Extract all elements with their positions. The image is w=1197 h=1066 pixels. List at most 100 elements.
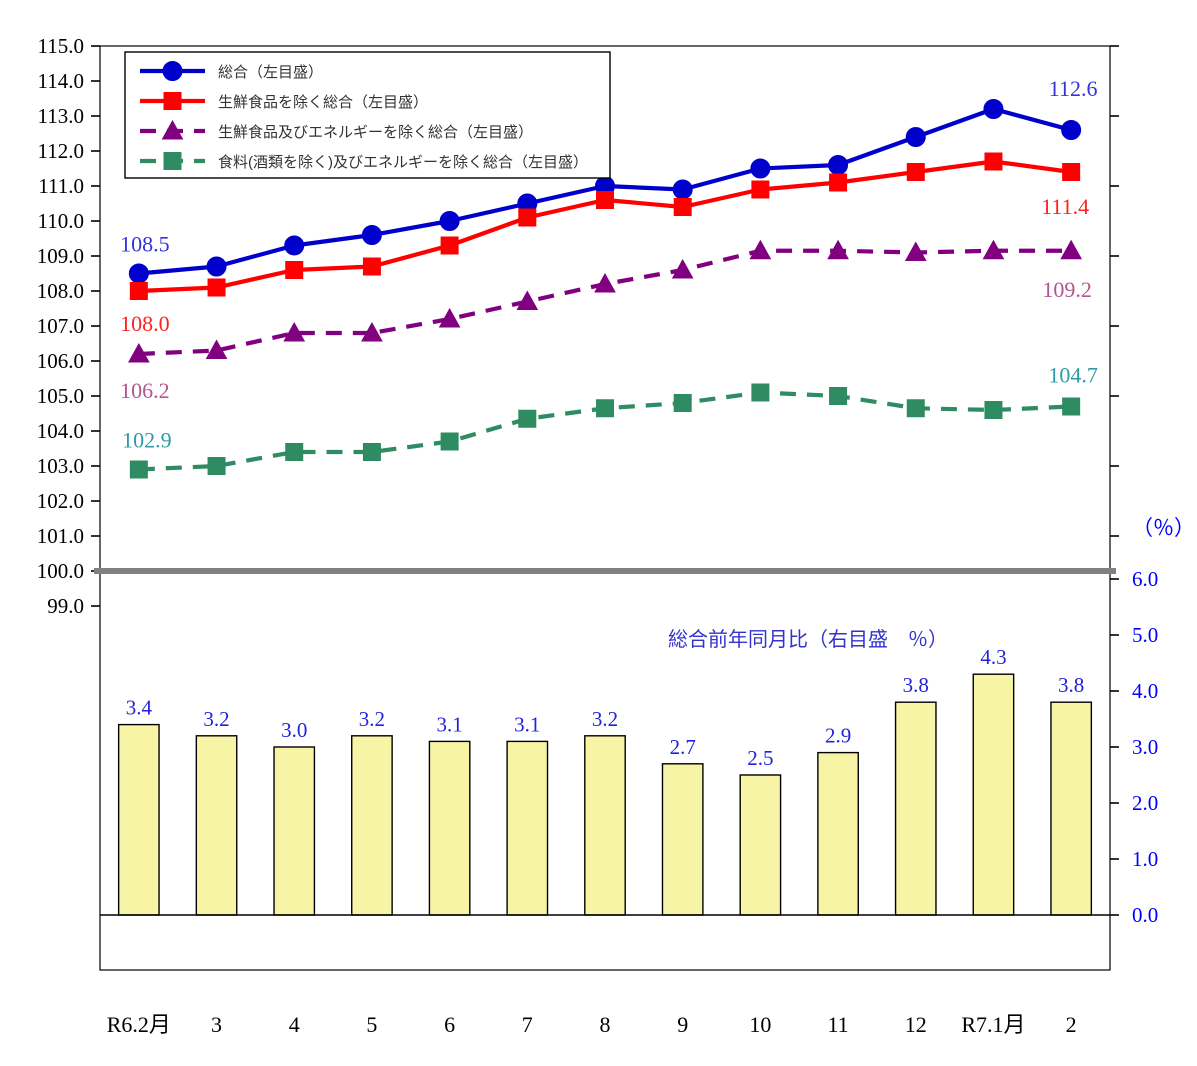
y-axis-label-right: 4.0: [1132, 679, 1158, 703]
series-end-label-purple: 109.2: [1042, 277, 1092, 302]
data-point-marker: [438, 307, 461, 328]
x-axis-label: R7.1月: [961, 1012, 1025, 1037]
legend-label-0: 総合（左目盛）: [218, 64, 323, 81]
y-axis-label-right: 1.0: [1132, 847, 1158, 871]
x-axis-label: 12: [905, 1012, 927, 1037]
bar: [351, 735, 393, 916]
y-axis-label-right: 2.0: [1132, 791, 1158, 815]
data-point-marker: [1062, 397, 1081, 416]
y-axis-label-left: 113.0: [38, 104, 84, 128]
x-axis-label: 7: [522, 1012, 533, 1037]
data-point-marker: [516, 290, 539, 310]
bar: [428, 740, 471, 916]
bar-value-label: 2.5: [747, 746, 773, 770]
data-point-marker: [906, 399, 925, 418]
bar-value-label: 3.2: [359, 707, 385, 731]
series-start-label-green: 102.9: [122, 428, 172, 453]
series-start-label-purple: 106.2: [120, 378, 170, 403]
data-point-marker: [904, 241, 927, 261]
x-axis-label: 2: [1066, 1012, 1077, 1037]
bar-value-label: 3.1: [514, 712, 540, 736]
data-point-marker: [284, 235, 305, 256]
data-point-marker: [983, 99, 1004, 119]
series-end-label-green: 104.7: [1048, 363, 1098, 388]
data-point-marker: [283, 321, 306, 342]
legend-marker-0: [162, 61, 183, 81]
bar: [506, 740, 549, 916]
data-point-marker: [440, 236, 459, 255]
x-axis-label: 4: [289, 1012, 300, 1037]
bar-value-label: 3.4: [126, 696, 153, 720]
y-axis-label-left: 103.0: [37, 454, 84, 478]
bar-value-label: 3.8: [903, 673, 929, 697]
data-point-marker: [1060, 239, 1083, 260]
data-point-marker: [207, 457, 226, 475]
data-point-marker: [127, 342, 150, 363]
y-axis-label-left: 101.0: [37, 524, 84, 548]
legend-box: [124, 51, 611, 179]
y-axis-label-right: 0.0: [1132, 903, 1158, 927]
series-end-label-red: 111.4: [1041, 194, 1089, 219]
bar-value-label: 3.2: [203, 707, 229, 731]
series-end-label-blue: 112.6: [1049, 76, 1098, 101]
data-point-marker: [827, 239, 849, 260]
data-point-marker: [673, 198, 692, 216]
bar-value-label: 2.9: [825, 724, 851, 748]
bar-value-label: 3.0: [281, 718, 307, 742]
data-point-marker: [362, 443, 381, 461]
data-point-marker: [129, 460, 148, 479]
data-point-marker: [128, 263, 149, 284]
legend-label-3: 食料(酒類を除く)及びエネルギーを除く総合（左目盛）: [218, 154, 588, 171]
x-axis-label: 3: [211, 1012, 222, 1037]
x-axis-label: 8: [600, 1012, 611, 1037]
legend-label-2: 生鮮食品及びエネルギーを除く総合（左目盛）: [218, 124, 533, 141]
bar-value-label: 2.7: [670, 735, 696, 759]
data-point-marker: [440, 432, 459, 451]
data-point-marker: [439, 211, 460, 231]
bar: [894, 701, 937, 916]
data-point-marker: [362, 257, 381, 276]
right-axis-unit-label: （％）: [1132, 516, 1195, 540]
y-axis-label-left: 114.0: [38, 69, 84, 93]
data-point-marker: [750, 158, 771, 179]
y-axis-label-left: 102.0: [37, 489, 84, 513]
data-point-marker: [984, 152, 1003, 171]
data-point-marker: [751, 180, 770, 199]
data-point-marker: [829, 173, 848, 192]
data-point-marker: [129, 282, 148, 300]
bar: [661, 763, 704, 916]
bar: [195, 735, 238, 916]
data-point-marker: [906, 163, 925, 181]
y-axis-label-left: 100.0: [37, 559, 84, 583]
x-axis-label: 9: [677, 1012, 688, 1037]
data-point-marker: [518, 409, 537, 428]
series-start-label-red: 108.0: [120, 311, 170, 336]
data-point-marker: [596, 399, 614, 418]
bar-value-label: 4.3: [980, 645, 1006, 669]
x-axis-label: 10: [749, 1012, 771, 1037]
bar: [739, 774, 782, 916]
y-axis-label-left: 105.0: [37, 384, 84, 408]
data-point-marker: [749, 239, 772, 260]
y-axis-label-left: 111.0: [38, 174, 84, 198]
legend-label-1: 生鮮食品を除く総合（左目盛）: [218, 94, 428, 111]
y-axis-label-left: 99.0: [47, 594, 84, 618]
data-point-marker: [518, 208, 537, 227]
x-axis-label: 11: [827, 1012, 848, 1037]
bar: [584, 735, 626, 916]
data-point-marker: [982, 239, 1005, 260]
y-axis-label-left: 107.0: [37, 314, 84, 338]
bar-value-label: 3.1: [436, 712, 462, 736]
data-point-marker: [285, 443, 304, 461]
data-point-marker: [206, 256, 227, 277]
x-axis-label: R6.2月: [107, 1012, 171, 1037]
bar-value-label: 3.8: [1058, 673, 1084, 697]
data-point-marker: [751, 383, 770, 402]
bar-series-annotation: 総合前年同月比（右目盛 ％）: [668, 628, 948, 651]
y-axis-label-left: 104.0: [37, 419, 84, 443]
legend-marker-3: [163, 152, 182, 170]
bar-value-label: 3.2: [592, 707, 618, 731]
y-axis-label-left: 110.0: [38, 209, 84, 233]
data-point-marker: [596, 191, 614, 209]
